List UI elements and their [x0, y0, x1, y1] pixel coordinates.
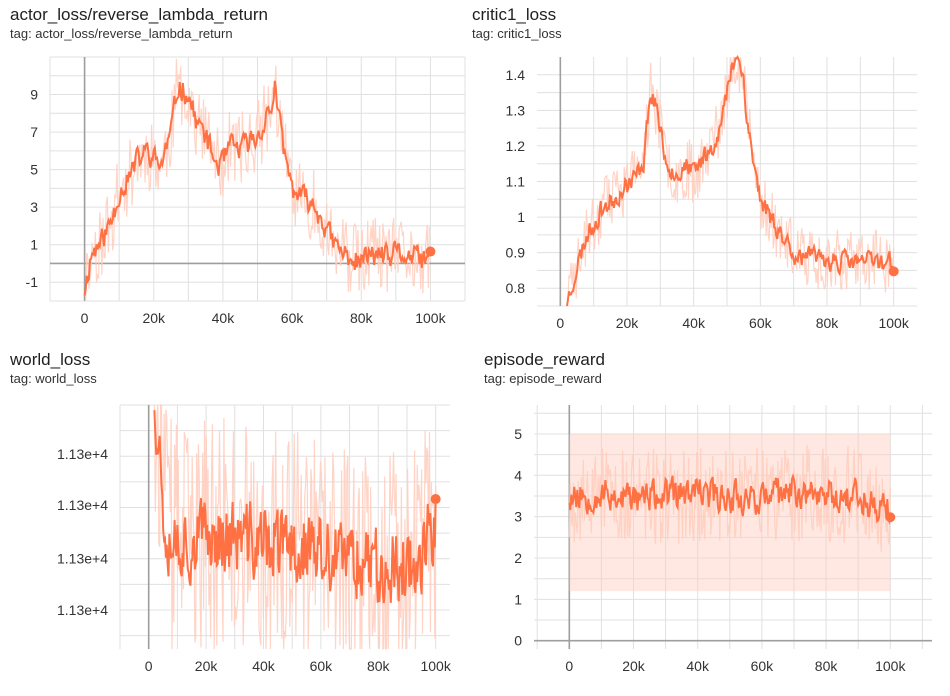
series-raw-line	[568, 444, 891, 552]
y-tick-label: 1.2	[506, 138, 526, 154]
x-tick-label: 0	[556, 315, 564, 331]
chart-tag: tag: critic1_loss	[472, 26, 562, 41]
x-tick-label: 100k	[420, 658, 451, 674]
x-tick-label: 60k	[751, 658, 775, 674]
x-tick-label: 20k	[622, 658, 646, 674]
series-line	[568, 473, 892, 526]
y-tick-label: 1.3	[506, 102, 526, 118]
x-tick-label: 100k	[878, 315, 909, 331]
x-tick-label: 40k	[682, 315, 706, 331]
y-tick-label: 1.13e+4	[57, 446, 108, 462]
y-tick-label: 1.4	[506, 67, 526, 83]
series-end-point	[430, 494, 441, 505]
plot-episode-reward[interactable]: 0 20k 40k 60k 80k 100k 0 1 2 3 4 5	[484, 350, 944, 690]
x-tick-label: 60k	[310, 658, 334, 674]
chart-actor-loss: actor_loss/reverse_lambda_return tag: ac…	[10, 5, 485, 351]
x-tick-label: 80k	[815, 658, 839, 674]
y-tick-label: 5	[514, 426, 522, 442]
x-tick-label: 40k	[212, 310, 236, 326]
x-tick-label: 40k	[686, 658, 710, 674]
y-tick-label: 4	[514, 467, 522, 483]
y-tick-label: 0	[514, 633, 522, 649]
plot-world-loss[interactable]: 0 20k 40k 60k 80k 100k 1.13e+4 1.13e+4 1.13e+4 1.…	[10, 350, 475, 690]
x-tick-label: 100k	[875, 658, 906, 674]
chart-title: actor_loss/reverse_lambda_return	[10, 5, 268, 24]
x-tick-label: 60k	[749, 315, 773, 331]
x-tick-label: 0	[565, 658, 573, 674]
series-end-point	[888, 266, 899, 277]
x-tick-label: 80k	[350, 310, 374, 326]
x-tick-label: 80k	[816, 315, 840, 331]
series-end-point	[425, 246, 436, 257]
y-tick-label: 1.13e+4	[57, 497, 108, 513]
chart-world-loss: world_loss tag: world_loss 0 20k 40k 60k 80k…	[10, 350, 485, 696]
y-tick-label: 1	[517, 209, 525, 225]
x-tick-label: 100k	[415, 310, 446, 326]
y-tick-label: 1.13e+4	[57, 551, 108, 567]
y-tick-label: 0.8	[506, 280, 526, 296]
y-tick-label: 1.1	[506, 174, 526, 190]
x-tick-label: 40k	[252, 658, 276, 674]
series-line	[83, 80, 432, 296]
chart-critic1-loss: critic1_loss tag: critic1_loss 0 20k 40k 60…	[472, 5, 947, 351]
x-tick-label: 20k	[142, 310, 166, 326]
y-tick-label: 0.9	[506, 245, 526, 261]
series-raw-line	[84, 58, 431, 302]
plot-actor-loss[interactable]: 0 20k 40k 60k 80k 100k -1 1 3 5 7 9	[10, 5, 475, 345]
chart-tag: tag: world_loss	[10, 371, 97, 386]
x-tick-label: 0	[145, 658, 153, 674]
y-tick-label: 1.13e+4	[57, 602, 108, 618]
y-tick-label: 5	[30, 162, 38, 178]
x-tick-label: 60k	[281, 310, 305, 326]
y-tick-label: 2	[514, 550, 522, 566]
chart-title: episode_reward	[484, 350, 605, 369]
series-line	[566, 54, 895, 307]
x-tick-label: 80k	[367, 658, 391, 674]
y-tick-label: 7	[30, 124, 38, 140]
plot-critic1-loss[interactable]: 0 20k 40k 60k 80k 100k 0.8 0.9 1 1.1 1.2 1.3 1.4	[472, 5, 942, 345]
series-line	[153, 410, 437, 604]
y-tick-label: -1	[26, 274, 39, 290]
x-tick-label: 20k	[195, 658, 219, 674]
y-tick-label: 3	[514, 509, 522, 525]
y-tick-label: 9	[30, 87, 38, 103]
series-raw-line	[153, 404, 437, 651]
chart-title: critic1_loss	[472, 5, 557, 24]
chart-episode-reward: episode_reward tag: episode_reward 0 20k 4…	[484, 350, 950, 696]
chart-tag: tag: episode_reward	[484, 371, 602, 386]
y-tick-label: 1	[30, 237, 38, 253]
x-tick-label: 20k	[616, 315, 640, 331]
y-tick-label: 1	[514, 591, 522, 607]
y-tick-label: 3	[30, 199, 38, 215]
x-tick-label: 0	[81, 310, 89, 326]
chart-title: world_loss	[10, 350, 91, 369]
series-end-point	[885, 512, 896, 523]
chart-tag: tag: actor_loss/reverse_lambda_return	[10, 26, 233, 41]
